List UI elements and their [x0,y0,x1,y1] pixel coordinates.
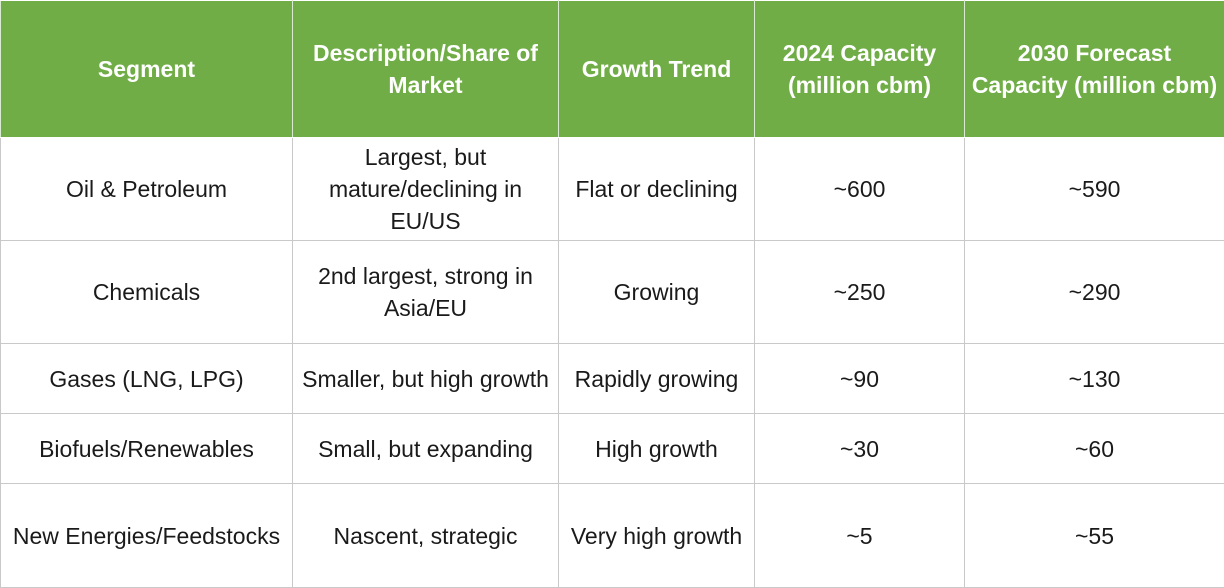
cell-growth-trend: Growing [558,240,755,344]
cell-capacity-2024: ~5 [754,483,965,588]
cell-capacity-2024: ~250 [754,240,965,344]
cell-segment: New Energies/Feedstocks [0,483,293,588]
header-description: Description/Share of Market [292,0,559,138]
cell-capacity-2030: ~60 [964,413,1224,484]
cell-capacity-2030: ~590 [964,137,1224,241]
table-header: Segment Description/Share of Market Grow… [0,0,1224,138]
header-capacity-2030: 2030 Forecast Capacity (million cbm) [964,0,1224,138]
cell-segment: Oil & Petroleum [0,137,293,241]
cell-capacity-2024: ~600 [754,137,965,241]
cell-capacity-2030: ~290 [964,240,1224,344]
cell-description: Smaller, but high growth [292,343,559,414]
header-row: Segment Description/Share of Market Grow… [0,0,1224,138]
cell-capacity-2030: ~130 [964,343,1224,414]
cell-description: Largest, but mature/declining in EU/US [292,137,559,241]
cell-description: 2nd largest, strong in Asia/EU [292,240,559,344]
header-growth-trend: Growth Trend [558,0,755,138]
cell-segment: Chemicals [0,240,293,344]
header-segment: Segment [0,0,293,138]
cell-growth-trend: Rapidly growing [558,343,755,414]
cell-capacity-2030: ~55 [964,483,1224,588]
table-row: New Energies/Feedstocks Nascent, strateg… [0,483,1224,588]
cell-capacity-2024: ~90 [754,343,965,414]
cell-description: Nascent, strategic [292,483,559,588]
table-row: Chemicals 2nd largest, strong in Asia/EU… [0,240,1224,344]
cell-description: Small, but expanding [292,413,559,484]
cell-segment: Gases (LNG, LPG) [0,343,293,414]
table-row: Gases (LNG, LPG) Smaller, but high growt… [0,343,1224,414]
cell-growth-trend: Flat or declining [558,137,755,241]
cell-growth-trend: Very high growth [558,483,755,588]
header-capacity-2024: 2024 Capacity (million cbm) [754,0,965,138]
cell-growth-trend: High growth [558,413,755,484]
table-body: Oil & Petroleum Largest, but mature/decl… [0,137,1224,588]
table-row: Oil & Petroleum Largest, but mature/decl… [0,137,1224,241]
cell-segment: Biofuels/Renewables [0,413,293,484]
cell-capacity-2024: ~30 [754,413,965,484]
table-row: Biofuels/Renewables Small, but expanding… [0,413,1224,484]
